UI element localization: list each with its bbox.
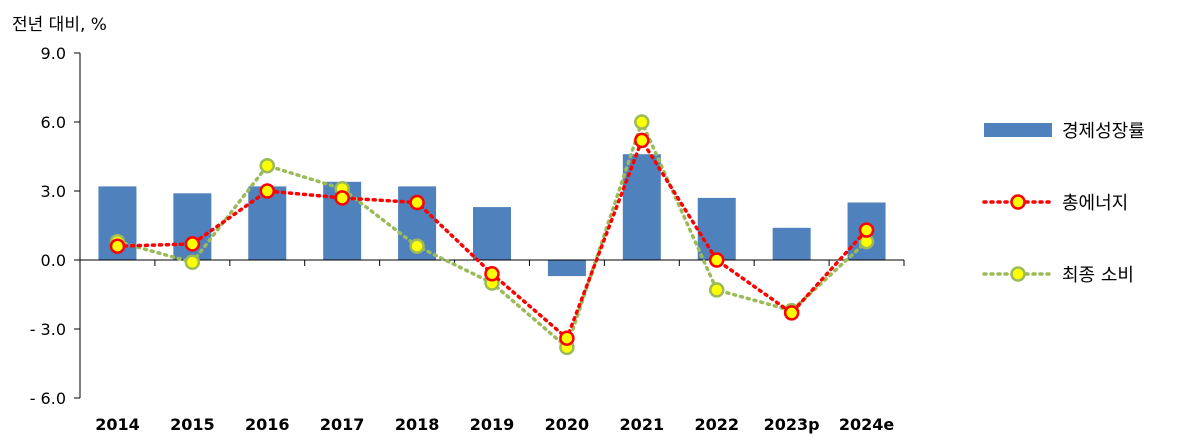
y-axis-label: 전년 대비, %: [12, 15, 107, 35]
point-final-consumption-2016: [259, 157, 276, 174]
legend-line-swatch-total-energy: [982, 194, 1054, 210]
legend-label-gdp: 경제성장률: [1062, 121, 1145, 142]
x-tick-label: 2015: [170, 415, 215, 434]
y-tick-label: - 6.0: [30, 389, 66, 408]
x-tick-label: 2019: [470, 415, 515, 434]
y-tick-label: 9.0: [41, 44, 66, 63]
point-total-energy-2020: [559, 330, 575, 346]
legend-label-final-consumption: 최종 소비: [1062, 265, 1134, 286]
point-total-energy-2018: [409, 194, 425, 211]
point-final-consumption-2018: [409, 238, 425, 254]
legend-label-total-energy: 총에너지: [1062, 193, 1129, 214]
x-tick-label: 2021: [620, 415, 665, 434]
legend-item-final-consumption: 최종 소비: [982, 262, 1145, 286]
bar-2021: [622, 154, 661, 260]
legend-item-total-energy: 총에너지: [982, 190, 1145, 214]
legend-bar-swatch: [984, 123, 1052, 137]
line-series-total-energy: [109, 132, 875, 346]
point-total-energy-2016: [259, 183, 276, 199]
y-tick-label: - 3.0: [30, 320, 66, 339]
point-total-energy-2014: [109, 238, 126, 254]
bar-2019: [473, 207, 511, 260]
point-final-consumption-2021: [634, 114, 650, 130]
bar-series-gdp: [98, 154, 886, 277]
point-final-consumption-2015: [184, 254, 201, 271]
bar-2022: [697, 197, 736, 260]
x-tick-label: 2022: [694, 415, 739, 434]
x-tick-label: 2023p: [764, 415, 820, 434]
legend-item-gdp: 경제성장률: [982, 118, 1145, 142]
point-total-energy-2022: [708, 252, 725, 268]
bar-2020: [547, 260, 586, 277]
bar-2023p: [772, 227, 811, 260]
y-tick-label: 3.0: [41, 182, 66, 201]
legend-line-swatch-final-consumption: [982, 266, 1054, 282]
point-final-consumption-2022: [708, 282, 725, 298]
x-tick-label: 2024e: [839, 415, 895, 434]
y-tick-label: 0.0: [41, 251, 66, 270]
point-total-energy-2023p: [783, 305, 800, 321]
point-total-energy-2021: [634, 132, 650, 149]
x-tick-label: 2017: [320, 415, 365, 434]
x-tick-label: 2020: [545, 415, 590, 434]
x-tick-label: 2018: [395, 415, 440, 434]
point-total-energy-2015: [184, 236, 201, 252]
x-tick-label: 2014: [95, 415, 140, 434]
point-total-energy-2017: [334, 190, 350, 206]
y-tick-label: 6.0: [41, 113, 66, 132]
x-tick-label: 2016: [245, 415, 290, 434]
point-total-energy-2019: [484, 266, 500, 282]
point-total-energy-2024e: [858, 222, 875, 238]
legend: 경제성장률 총에너지 최종 소비: [982, 118, 1145, 334]
